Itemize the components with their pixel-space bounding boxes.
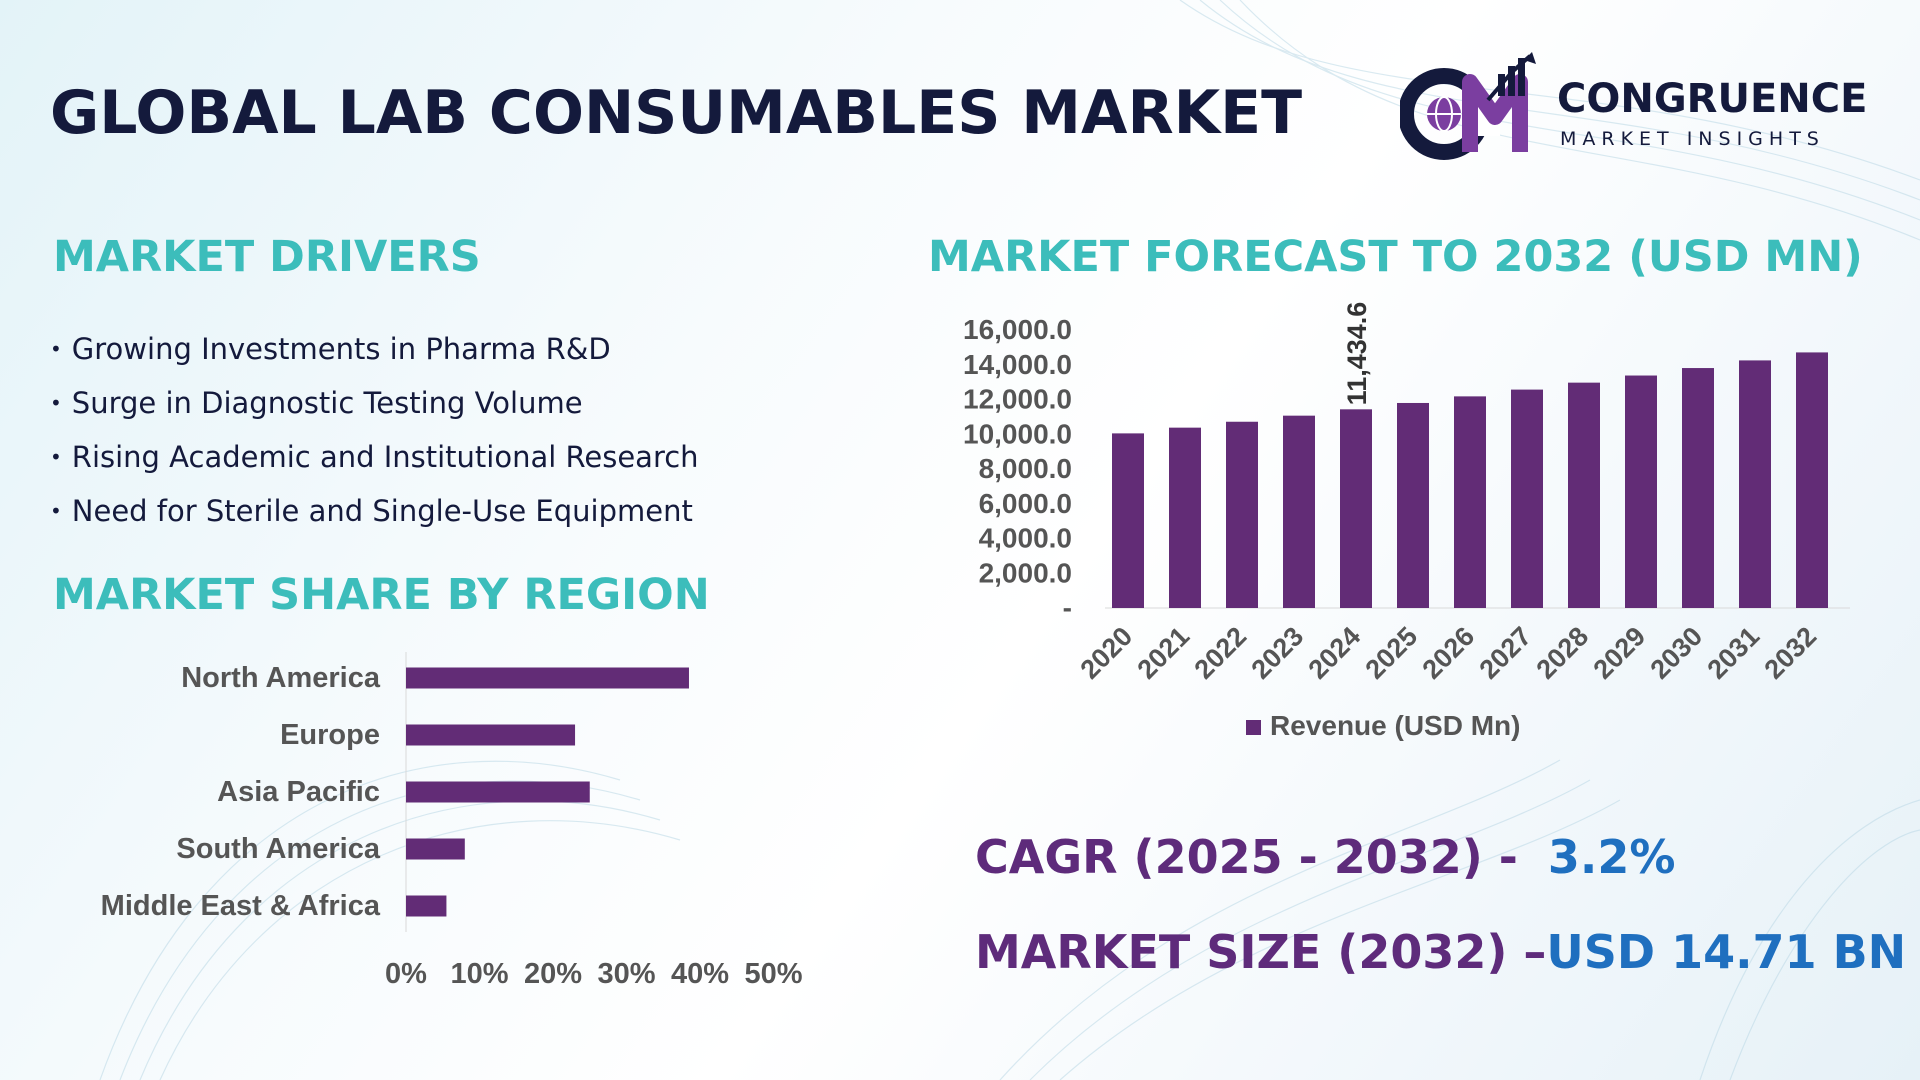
x-tick-label: 2025 <box>1360 621 1424 685</box>
category-label: Middle East & Africa <box>101 890 381 922</box>
y-tick-label: 12,000.0 <box>963 384 1072 415</box>
x-tick-label: 2026 <box>1417 621 1481 685</box>
market-size-label: MARKET SIZE (2032) – <box>975 925 1547 979</box>
forecast-bar <box>1796 352 1828 608</box>
forecast-bar <box>1568 382 1600 608</box>
category-label: Asia Pacific <box>217 776 380 808</box>
logo-name: CONGRUENCE <box>1557 76 1868 122</box>
forecast-bar <box>1340 409 1372 608</box>
category-label: Europe <box>280 719 380 751</box>
legend-label: Revenue (USD Mn) <box>1270 710 1520 741</box>
x-tick-label: 40% <box>671 958 729 990</box>
market-forecast-heading: MARKET FORECAST TO 2032 (USD MN) <box>928 232 1863 282</box>
cagr-value: 3.2% <box>1547 830 1676 884</box>
x-tick-label: 2031 <box>1702 621 1766 685</box>
x-tick-label: 2023 <box>1246 621 1310 685</box>
x-tick-label: 2021 <box>1132 621 1196 685</box>
forecast-bar <box>1625 375 1657 608</box>
cagr-stat: CAGR (2025 - 2032) - 3.2% <box>975 830 1675 884</box>
x-tick-label: 20% <box>524 958 582 990</box>
company-logo: CONGRUENCE MARKET INSIGHTS <box>1398 52 1880 162</box>
driver-item: Growing Investments in Pharma R&D <box>50 322 699 376</box>
region-bar <box>406 781 590 803</box>
legend-swatch <box>1246 720 1261 735</box>
forecast-bar <box>1739 360 1771 608</box>
y-tick-label: 16,000.0 <box>963 314 1072 345</box>
forecast-bar <box>1511 389 1543 608</box>
y-tick-label: 8,000.0 <box>979 453 1072 484</box>
category-label: North America <box>181 662 381 694</box>
y-tick-label: 10,000.0 <box>963 418 1072 449</box>
x-tick-label: 0% <box>385 958 427 990</box>
market-drivers-list: Growing Investments in Pharma R&D Surge … <box>50 322 699 538</box>
logo-tagline: MARKET INSIGHTS <box>1560 128 1825 150</box>
x-tick-label: 2020 <box>1075 621 1139 685</box>
region-share-bar-chart: North America Europe Asia Pacific South Ame… <box>101 652 803 990</box>
market-share-region-heading: MARKET SHARE BY REGION <box>53 570 710 620</box>
category-label: South America <box>176 833 380 865</box>
data-label: 11,434.6 <box>1342 302 1372 406</box>
x-tick-label: 2024 <box>1303 621 1367 685</box>
driver-item: Surge in Diagnostic Testing Volume <box>50 376 699 430</box>
x-tick-label: 10% <box>450 958 508 990</box>
page-title: GLOBAL LAB CONSUMABLES MARKET <box>50 78 1303 148</box>
logo-monogram-icon <box>1398 52 1536 160</box>
y-tick-label: - <box>1063 592 1072 623</box>
x-tick-label: 2030 <box>1645 621 1709 685</box>
driver-item: Need for Sterile and Single-Use Equipmen… <box>50 484 699 538</box>
forecast-bar <box>1169 427 1201 608</box>
forecast-bar <box>1454 396 1486 608</box>
forecast-bar <box>1397 402 1429 608</box>
y-tick-label: 4,000.0 <box>979 523 1072 554</box>
region-bar <box>406 838 465 860</box>
market-size-stat: MARKET SIZE (2032) –USD 14.71 BN <box>975 925 1906 979</box>
forecast-bar <box>1112 433 1144 608</box>
x-tick-label: 2032 <box>1759 621 1823 685</box>
driver-item: Rising Academic and Institutional Resear… <box>50 430 699 484</box>
y-tick-label: 6,000.0 <box>979 488 1072 519</box>
cagr-label: CAGR (2025 - 2032) - <box>975 830 1518 884</box>
x-tick-label: 2022 <box>1189 621 1253 685</box>
forecast-bar <box>1283 415 1315 608</box>
x-tick-label: 2028 <box>1531 621 1595 685</box>
region-bar <box>406 667 689 689</box>
x-tick-label: 50% <box>744 958 802 990</box>
market-size-value: USD 14.71 BN <box>1546 925 1907 979</box>
x-tick-label: 2027 <box>1474 621 1538 685</box>
x-tick-label: 30% <box>597 958 655 990</box>
y-tick-label: 14,000.0 <box>963 349 1072 380</box>
forecast-bar <box>1682 368 1714 608</box>
market-drivers-heading: MARKET DRIVERS <box>53 232 481 282</box>
region-bar <box>406 724 576 746</box>
y-tick-label: 2,000.0 <box>979 557 1072 588</box>
x-tick-label: 2029 <box>1588 621 1652 685</box>
forecast-bar-chart: - 2,000.04,000.0 6,000.0 8,000.0 10,000.012,… <box>963 302 1850 741</box>
region-bar <box>406 895 447 917</box>
forecast-bar <box>1226 421 1258 608</box>
